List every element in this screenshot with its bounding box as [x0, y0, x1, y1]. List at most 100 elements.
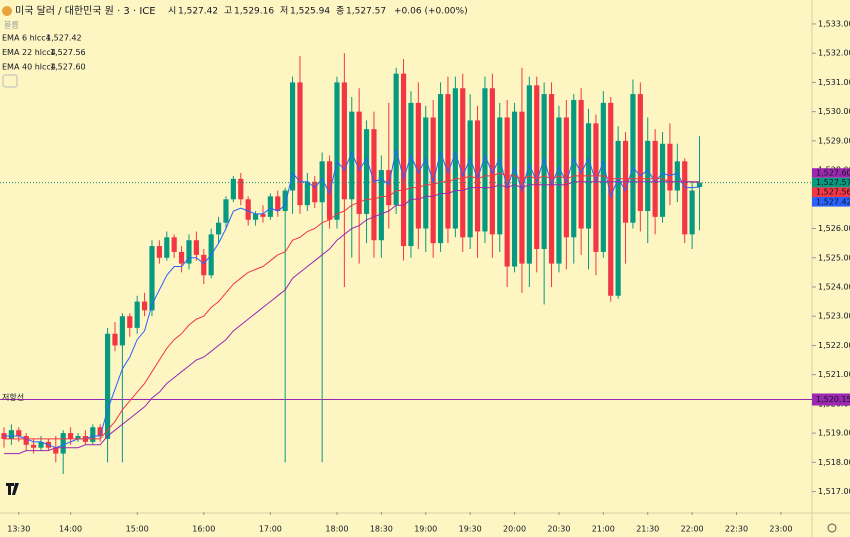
candle-body [16, 430, 22, 437]
candle-body [371, 129, 377, 241]
candle-body [334, 82, 340, 220]
price-tag-label: 1,527.60 [816, 169, 850, 178]
level-tag [812, 393, 850, 406]
candle-body [467, 120, 473, 238]
candle-body [319, 161, 325, 203]
candle-body [682, 161, 688, 235]
y-tick-label: 1,530.00 [818, 107, 850, 116]
symbol-title: 미국 달러 / 대한민국 원 · 3 · ICE [15, 5, 156, 17]
candle-body [600, 102, 606, 252]
candle-body [474, 120, 481, 232]
level-name: 저항선 [2, 393, 24, 402]
candle-body [356, 111, 362, 214]
candle-body [289, 82, 296, 191]
y-tick-label: 1,531.00 [818, 78, 850, 87]
candle-body [238, 178, 244, 200]
candle-body [696, 182, 703, 188]
candle-body [445, 94, 451, 229]
candle-body [541, 94, 547, 249]
candle-body [437, 94, 444, 244]
x-tick-label: 23:00 [769, 525, 792, 534]
legend-name: EMA 22 hlcc4 [2, 48, 56, 57]
price-tag-label: 1,527.42 [816, 197, 850, 206]
candle-body [563, 117, 569, 238]
ohlc-header: 시 1,527.42 고 1,529.16 저 1,525.94 종 1,527.57 +0.0… [168, 6, 468, 17]
candle-body [178, 251, 185, 264]
candle-body [615, 140, 621, 296]
candle-body [312, 181, 318, 203]
candle-body [349, 111, 355, 200]
candle-body [215, 222, 222, 235]
price-tag [812, 197, 850, 207]
candle-body [645, 140, 651, 211]
x-tick-label: 21:30 [636, 525, 659, 534]
candle-body [164, 237, 170, 258]
price-tag [812, 177, 850, 188]
candle-body [674, 161, 680, 191]
candle-body [326, 161, 333, 220]
legend-name: EMA 40 hlcc4 [2, 63, 56, 72]
candle-body [38, 441, 44, 448]
y-tick-label: 1,522.00 [818, 341, 850, 350]
candle-body [275, 196, 281, 211]
candle-body [223, 199, 229, 223]
ohlc-value: 1,527.57 [346, 7, 386, 17]
candle-body [504, 117, 510, 267]
candle-body [67, 433, 74, 439]
candle-body [282, 190, 288, 211]
legend-value: 1,527.60 [50, 63, 86, 72]
ema-line [4, 149, 700, 449]
ohlc-key: 저 [280, 6, 288, 17]
x-tick-label: 22:30 [725, 525, 748, 534]
candle-body [415, 102, 421, 229]
candle-body [156, 246, 162, 258]
candle-body [497, 117, 503, 235]
candle-body [97, 427, 103, 437]
y-tick-label: 1,526.00 [818, 224, 850, 233]
candle-body [393, 73, 399, 206]
candle-body [386, 170, 392, 206]
candle-body [571, 99, 577, 238]
candle-body [363, 129, 370, 214]
x-tick-label: 16:00 [192, 525, 215, 534]
y-tick-label: 1,532.00 [818, 49, 850, 58]
candle-body [252, 213, 259, 220]
candle-body [630, 94, 636, 223]
x-tick-label: 20:00 [503, 525, 526, 534]
y-tick-label: 1,519.00 [818, 429, 850, 438]
candle-body [452, 88, 458, 229]
candle-body [112, 333, 118, 346]
candle-body [304, 181, 310, 206]
legend-value: 1,527.42 [46, 34, 82, 43]
candle-body [593, 123, 599, 252]
candle-body [378, 170, 384, 241]
price-tag [812, 187, 850, 197]
candle-body [90, 427, 96, 442]
candle-body [511, 111, 518, 267]
candle-body [134, 301, 140, 328]
candle-body [341, 82, 347, 200]
ohlc-key: 시 [168, 6, 176, 17]
symbol-icon [2, 6, 12, 16]
y-tick-label: 1,521.00 [818, 370, 850, 379]
settings-icon[interactable] [827, 523, 837, 533]
candle-body [260, 213, 266, 217]
candle-body [31, 444, 37, 448]
candle-body [201, 254, 207, 276]
x-tick-label: 22:00 [681, 525, 704, 534]
ema-line [4, 181, 700, 455]
y-tick-label: 1,533.00 [818, 19, 850, 28]
y-tick-label: 1,523.00 [818, 312, 850, 321]
candle-body [400, 73, 407, 247]
candle-body [489, 88, 495, 235]
ohlc-value: 1,529.16 [234, 7, 274, 17]
candle-body [60, 433, 66, 454]
candle-body [127, 316, 133, 328]
candle-body [534, 85, 540, 249]
candle-body [119, 316, 125, 346]
candle-body [193, 240, 199, 255]
candle-body [186, 240, 192, 264]
candle-body [267, 196, 273, 217]
collapse-button[interactable] [2, 74, 18, 88]
x-tick-label: 17:00 [259, 525, 282, 534]
